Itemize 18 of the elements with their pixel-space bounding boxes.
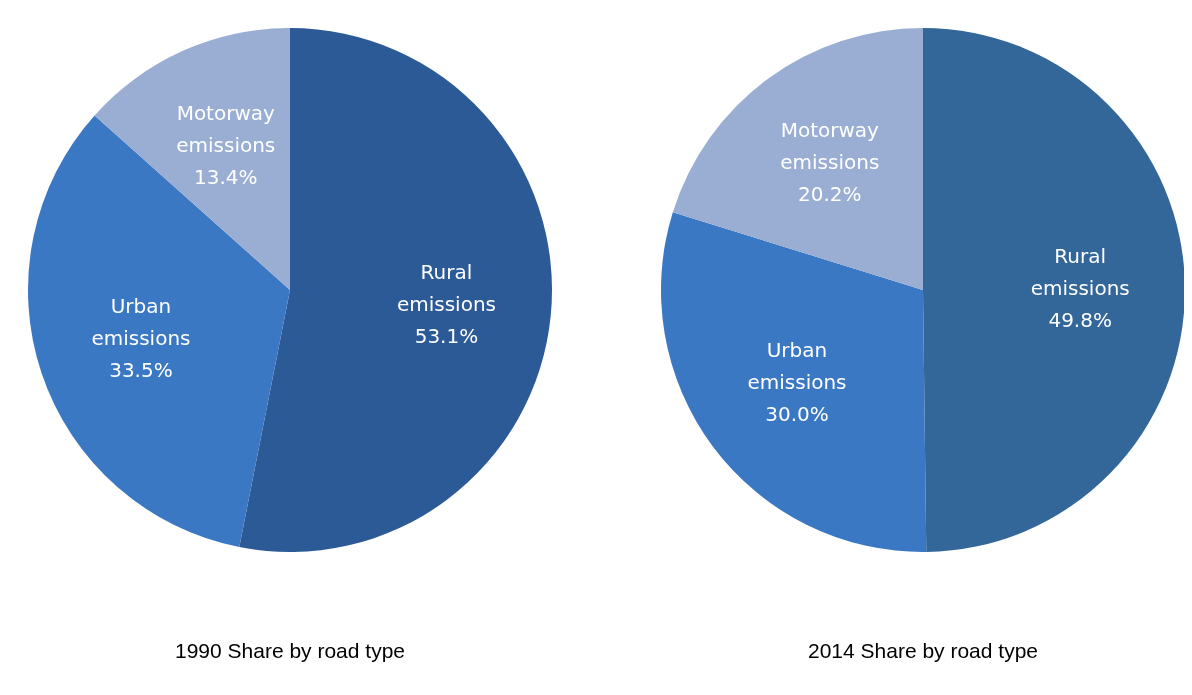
text: 2014 Share by road type [808,639,1038,662]
data-label: 13.4% [193,165,258,190]
data-label: 20.2% [798,181,862,206]
pie-slice [661,212,927,552]
pie-slice [94,28,290,290]
data-label: 33.5% [109,358,173,383]
data-label: 49.8% [1048,307,1112,332]
slice-label: Motorway emissions [176,101,276,158]
pie-slice [672,28,923,290]
data-label: 53.1% [414,323,479,348]
slice-label: Rural emissions [1030,243,1130,300]
pie-slice [923,28,1184,552]
text: 1990 Share by road type [175,639,405,662]
slice-label: Urban emissions [91,294,191,351]
slice-label: Urban emissions [747,338,847,395]
slice-label: Motorway emissions [780,117,880,174]
slice-label: Rural emissions [396,259,496,316]
data-label: 30.0% [765,402,829,427]
